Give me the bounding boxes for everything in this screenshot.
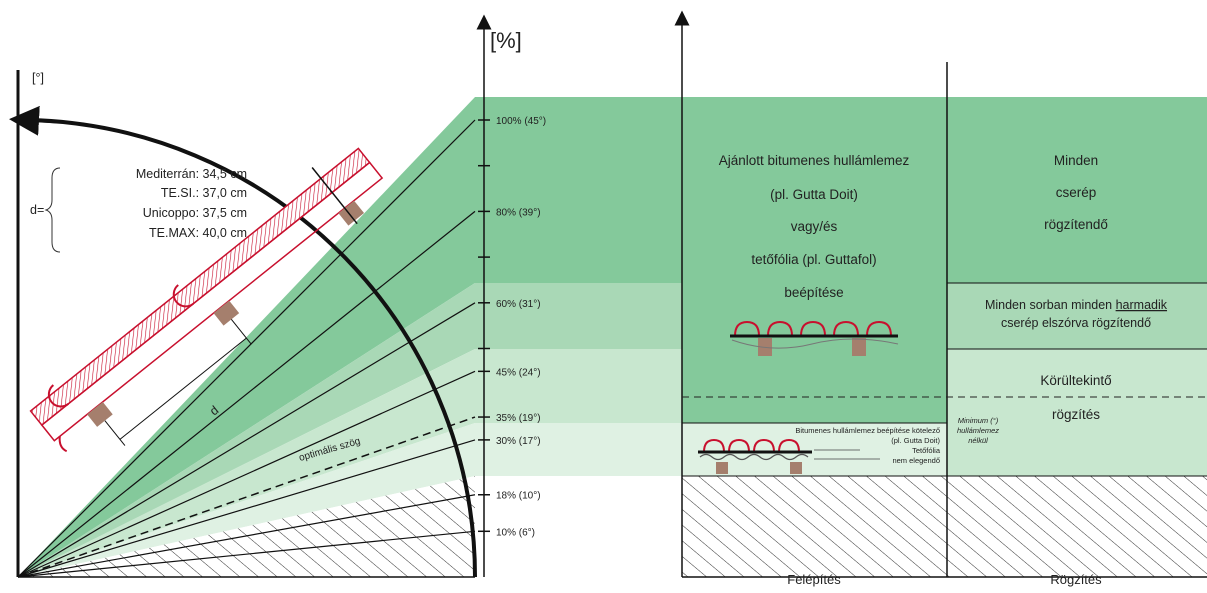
d-legend-item: Unicoppo: 37,5 cm — [143, 206, 247, 220]
d-legend-item: TE.MAX: 40,0 cm — [149, 226, 247, 240]
slope-ray — [17, 119, 476, 578]
percent-tick-label: 60% (31°) — [496, 299, 541, 310]
structure-mandatory: Bitumenes hullámlemez beépítése kötelező… — [795, 426, 940, 465]
slope-ray — [17, 302, 476, 578]
percent-axis-label: [%] — [490, 28, 522, 53]
d-legend-prefix: d= — [30, 203, 44, 217]
slope-ray — [17, 439, 476, 578]
fixing-zone-all — [947, 97, 1207, 283]
fixing-all: Minden cserép rögzítendő — [1044, 153, 1108, 232]
mandatory-line: nem elegendő — [892, 456, 940, 465]
structure-recommended: Ajánlott bitumenes hullámlemez (pl. Gutt… — [719, 153, 910, 300]
minimum-line: hullámlemez — [957, 426, 999, 435]
percent-tick-label: 100% (45°) — [496, 116, 546, 127]
fan-zone-45-30 — [18, 349, 475, 577]
fixing-careful-line: Körültekintő — [1040, 373, 1111, 388]
recommended-line: vagy/és — [791, 219, 838, 234]
structure-zones — [682, 97, 1207, 476]
d-dimension — [119, 337, 247, 440]
corrugated-sheet-upper — [730, 320, 899, 356]
fan-zone-60-45 — [18, 283, 475, 577]
percent-tick-label: 30% (17°) — [496, 436, 541, 447]
footer-fixing: Rögzítés — [1050, 572, 1102, 587]
percent-minor-ticks — [478, 164, 490, 350]
fixing-minimum: Minimum (°) hullámlemez nélkül — [957, 416, 999, 445]
band-hatched-left — [682, 476, 947, 577]
minimum-line: nélkül — [968, 436, 988, 445]
percent-tick-label: 18% (10°) — [496, 491, 541, 502]
batten — [213, 300, 240, 326]
minimum-line: Minimum (°) — [958, 416, 999, 425]
fixing-all-line: rögzítendő — [1044, 217, 1108, 232]
fixing-third-line2: cserép elszórva rögzítendő — [1001, 316, 1151, 330]
fixing-zone-careful — [947, 349, 1207, 476]
band-hatched-right — [947, 476, 1207, 577]
batten — [87, 401, 113, 427]
slope-rays — [17, 119, 476, 578]
fan-zone-top — [18, 97, 475, 577]
slope-fan — [18, 97, 475, 577]
fixing-third: Minden sorban minden harmadik cserép els… — [985, 298, 1168, 330]
recommended-line: (pl. Gutta Doit) — [770, 187, 858, 202]
percent-tick-label: 35% (19°) — [496, 413, 541, 424]
fixing-all-line: Minden — [1054, 153, 1098, 168]
slope-ray — [17, 530, 476, 578]
fan-zone-30-18 — [18, 423, 475, 577]
slope-ray — [17, 494, 476, 578]
fixing-zone-third — [947, 283, 1207, 349]
d-legend: d= Mediterrán: 34,5 cm TE.SI.: 37,0 cm U… — [30, 167, 247, 253]
fan-zone-hatched — [18, 476, 475, 577]
percent-ticks: 100% (45°) 80% (39°) 60% (31°) 45% (24°) 35%… — [478, 116, 546, 538]
angle-arc — [29, 118, 477, 578]
fixing-careful-line: rögzítés — [1052, 407, 1100, 422]
footer-structure: Felépítés — [787, 572, 841, 587]
roof-tile-illustration — [29, 147, 384, 453]
percent-tick-label: 10% (6°) — [496, 527, 535, 538]
fixing-third-line1: Minden sorban minden harmadik — [985, 298, 1168, 312]
mandatory-line: Tetőfólia — [912, 446, 941, 455]
mandatory-line: (pl. Gutta Doit) — [891, 436, 940, 445]
fixing-careful: Körültekintő rögzítés — [1040, 373, 1111, 422]
recommended-line: Ajánlott bitumenes hullámlemez — [719, 153, 910, 168]
recommended-line: beépítése — [784, 285, 843, 300]
slope-ray — [17, 370, 476, 578]
degree-axis-label: [°] — [32, 71, 44, 85]
percent-tick-label: 80% (39°) — [496, 207, 541, 218]
slope-ray — [17, 210, 476, 578]
d-legend-item: Mediterrán: 34,5 cm — [136, 167, 247, 181]
arc-arrow — [9, 105, 61, 136]
batten — [338, 200, 365, 226]
slope-ray — [17, 416, 476, 578]
fixing-all-line: cserép — [1056, 185, 1097, 200]
percent-tick-label: 45% (24°) — [496, 367, 541, 378]
d-legend-item: TE.SI.: 37,0 cm — [161, 186, 247, 200]
mandatory-line: Bitumenes hullámlemez beépítése kötelező — [795, 426, 940, 435]
structure-zone-recommended — [682, 97, 947, 423]
corrugated-sheet-lower — [698, 438, 880, 474]
recommended-line: tetőfólia (pl. Guttafol) — [751, 252, 876, 267]
